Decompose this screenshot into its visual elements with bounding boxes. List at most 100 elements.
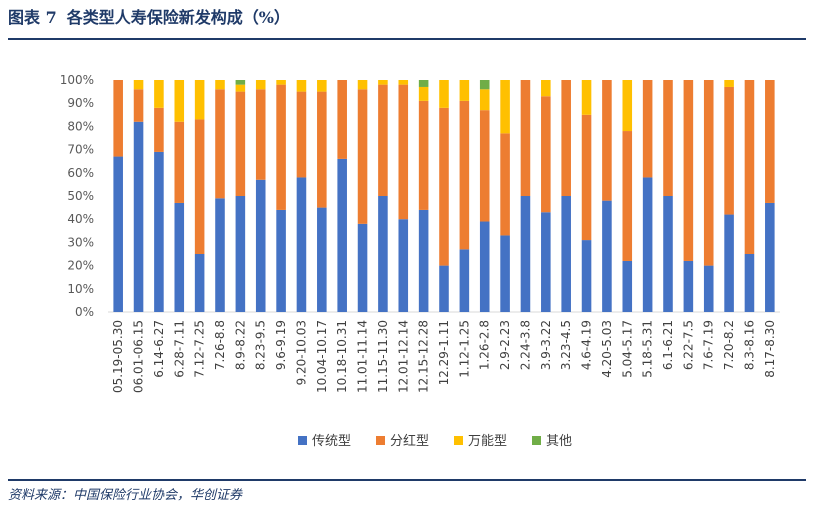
bar-segment — [500, 133, 510, 236]
y-tick-label: 90% — [67, 96, 94, 110]
x-tick-label: 12.15-12.28 — [417, 320, 431, 393]
bar-segment — [255, 89, 266, 180]
stacked-bar-chart: 0% 10% 20% 30% 40% 50% 60% 70% 80% 90% 100% 05.19-0… — [60, 73, 780, 449]
bar-segment — [418, 209, 429, 312]
bar-segment — [724, 86, 734, 215]
legend-swatch — [298, 436, 307, 445]
bar-segment — [479, 110, 490, 222]
bar-segment — [765, 80, 775, 203]
bar-segment — [378, 80, 388, 85]
x-tick-label: 1.26-2.8 — [478, 320, 492, 370]
bar-segment — [154, 80, 164, 108]
x-tick-label: 6.1-6.21 — [661, 320, 675, 370]
bar-segment — [296, 177, 307, 312]
x-tick-label: 7.12-7.25 — [193, 320, 207, 378]
bar-segment — [154, 151, 164, 312]
x-tick-label: 5.04-5.17 — [620, 320, 634, 378]
legend-swatch — [532, 436, 541, 445]
bar-segment — [622, 131, 633, 261]
bar-segment — [663, 80, 673, 196]
bar-segment — [215, 198, 225, 312]
bar-segment — [642, 177, 653, 312]
x-tick-label: 9.6-9.19 — [274, 320, 288, 370]
bar-segment — [703, 80, 714, 266]
x-tick-label: 8.9-8.22 — [233, 320, 247, 370]
legend-label: 万能型 — [468, 434, 507, 449]
bar-segment — [133, 89, 144, 122]
y-tick-label: 40% — [67, 212, 94, 226]
x-tick-label: 3.9-3.22 — [539, 320, 553, 370]
x-tick-label: 11.15-11.30 — [376, 320, 390, 393]
bar-segment — [703, 265, 714, 312]
figure-label: 图表 7 — [8, 8, 57, 27]
x-tick-label: 8.3-8.16 — [742, 320, 756, 370]
y-tick-label: 80% — [67, 119, 94, 133]
x-tick-label: 8.23-9.5 — [254, 320, 268, 370]
bar-segment — [317, 91, 327, 208]
bar-segment — [276, 84, 286, 210]
x-tick-label: 6.28-7.11 — [172, 320, 186, 378]
x-tick-label: 10.04-10.17 — [315, 320, 329, 393]
y-tick-label: 70% — [67, 143, 94, 157]
bar-segment — [235, 196, 246, 312]
bar-segment — [317, 207, 327, 312]
bar-segment — [357, 223, 368, 312]
bar-segment — [398, 84, 409, 220]
bar-segment — [439, 265, 449, 312]
x-tick-label: 11.01-11.14 — [356, 320, 370, 393]
legend-swatch — [376, 436, 385, 445]
bar-segment — [622, 80, 633, 132]
source-note: 资料来源：中国保险行业协会，华创证券 — [8, 488, 243, 503]
bar-segment — [744, 254, 755, 312]
legend-swatch — [454, 436, 463, 445]
bar-segment — [174, 80, 185, 122]
x-tick-label: 2.9-2.23 — [498, 320, 512, 370]
bar-segment — [581, 80, 592, 115]
x-tick-label: 4.6-4.19 — [580, 320, 594, 370]
bar-segment — [133, 80, 144, 90]
bar-segment — [337, 80, 347, 159]
bar-segment — [357, 80, 368, 90]
bar-segment — [255, 80, 266, 90]
bar-segment — [133, 121, 144, 312]
source-divider — [8, 479, 806, 481]
y-tick-label: 50% — [67, 189, 94, 203]
bar-segment — [479, 221, 490, 312]
y-tick-label: 0% — [75, 305, 94, 319]
legend-label: 其他 — [546, 434, 572, 449]
legend-label: 分红型 — [390, 433, 429, 449]
figure-title: 各类型人寿保险新发构成（%） — [66, 8, 290, 27]
bar-segment — [683, 260, 694, 312]
bar-segment — [215, 89, 225, 199]
bar-segment — [398, 219, 409, 312]
x-tick-label: 4.20-5.03 — [600, 320, 614, 378]
bar-segment — [337, 158, 347, 312]
bar-segment — [398, 80, 409, 85]
y-tick-label: 30% — [67, 235, 94, 249]
bar-segment — [378, 196, 388, 312]
bar-segment — [174, 202, 185, 312]
bar-segment — [235, 80, 246, 85]
bar-segment — [459, 100, 470, 250]
bar-segment — [255, 179, 266, 312]
chart-title: 图表 7 各类型人寿保险新发构成（%） — [8, 4, 300, 28]
x-tick-label: 7.20-8.2 — [722, 320, 736, 370]
y-tick-label: 20% — [67, 259, 94, 273]
x-tick-label: 12.29-1.11 — [437, 320, 451, 385]
x-tick-label: 9.20-10.03 — [294, 320, 308, 385]
bar-segment — [439, 80, 449, 108]
bar-segment — [276, 209, 286, 312]
bar-segment — [317, 80, 327, 92]
bar-segment — [622, 260, 633, 312]
bar-segment — [439, 107, 449, 266]
bar-segment — [459, 80, 470, 101]
bar-segment — [744, 80, 755, 254]
bar-segment — [194, 119, 205, 254]
bar-segment — [520, 196, 531, 312]
bar-segment — [765, 202, 775, 312]
bar-segment — [541, 80, 551, 97]
bar-segment — [581, 240, 592, 312]
bar-segment — [724, 214, 734, 312]
bar-segment — [357, 89, 368, 224]
bar-segment — [642, 80, 653, 178]
